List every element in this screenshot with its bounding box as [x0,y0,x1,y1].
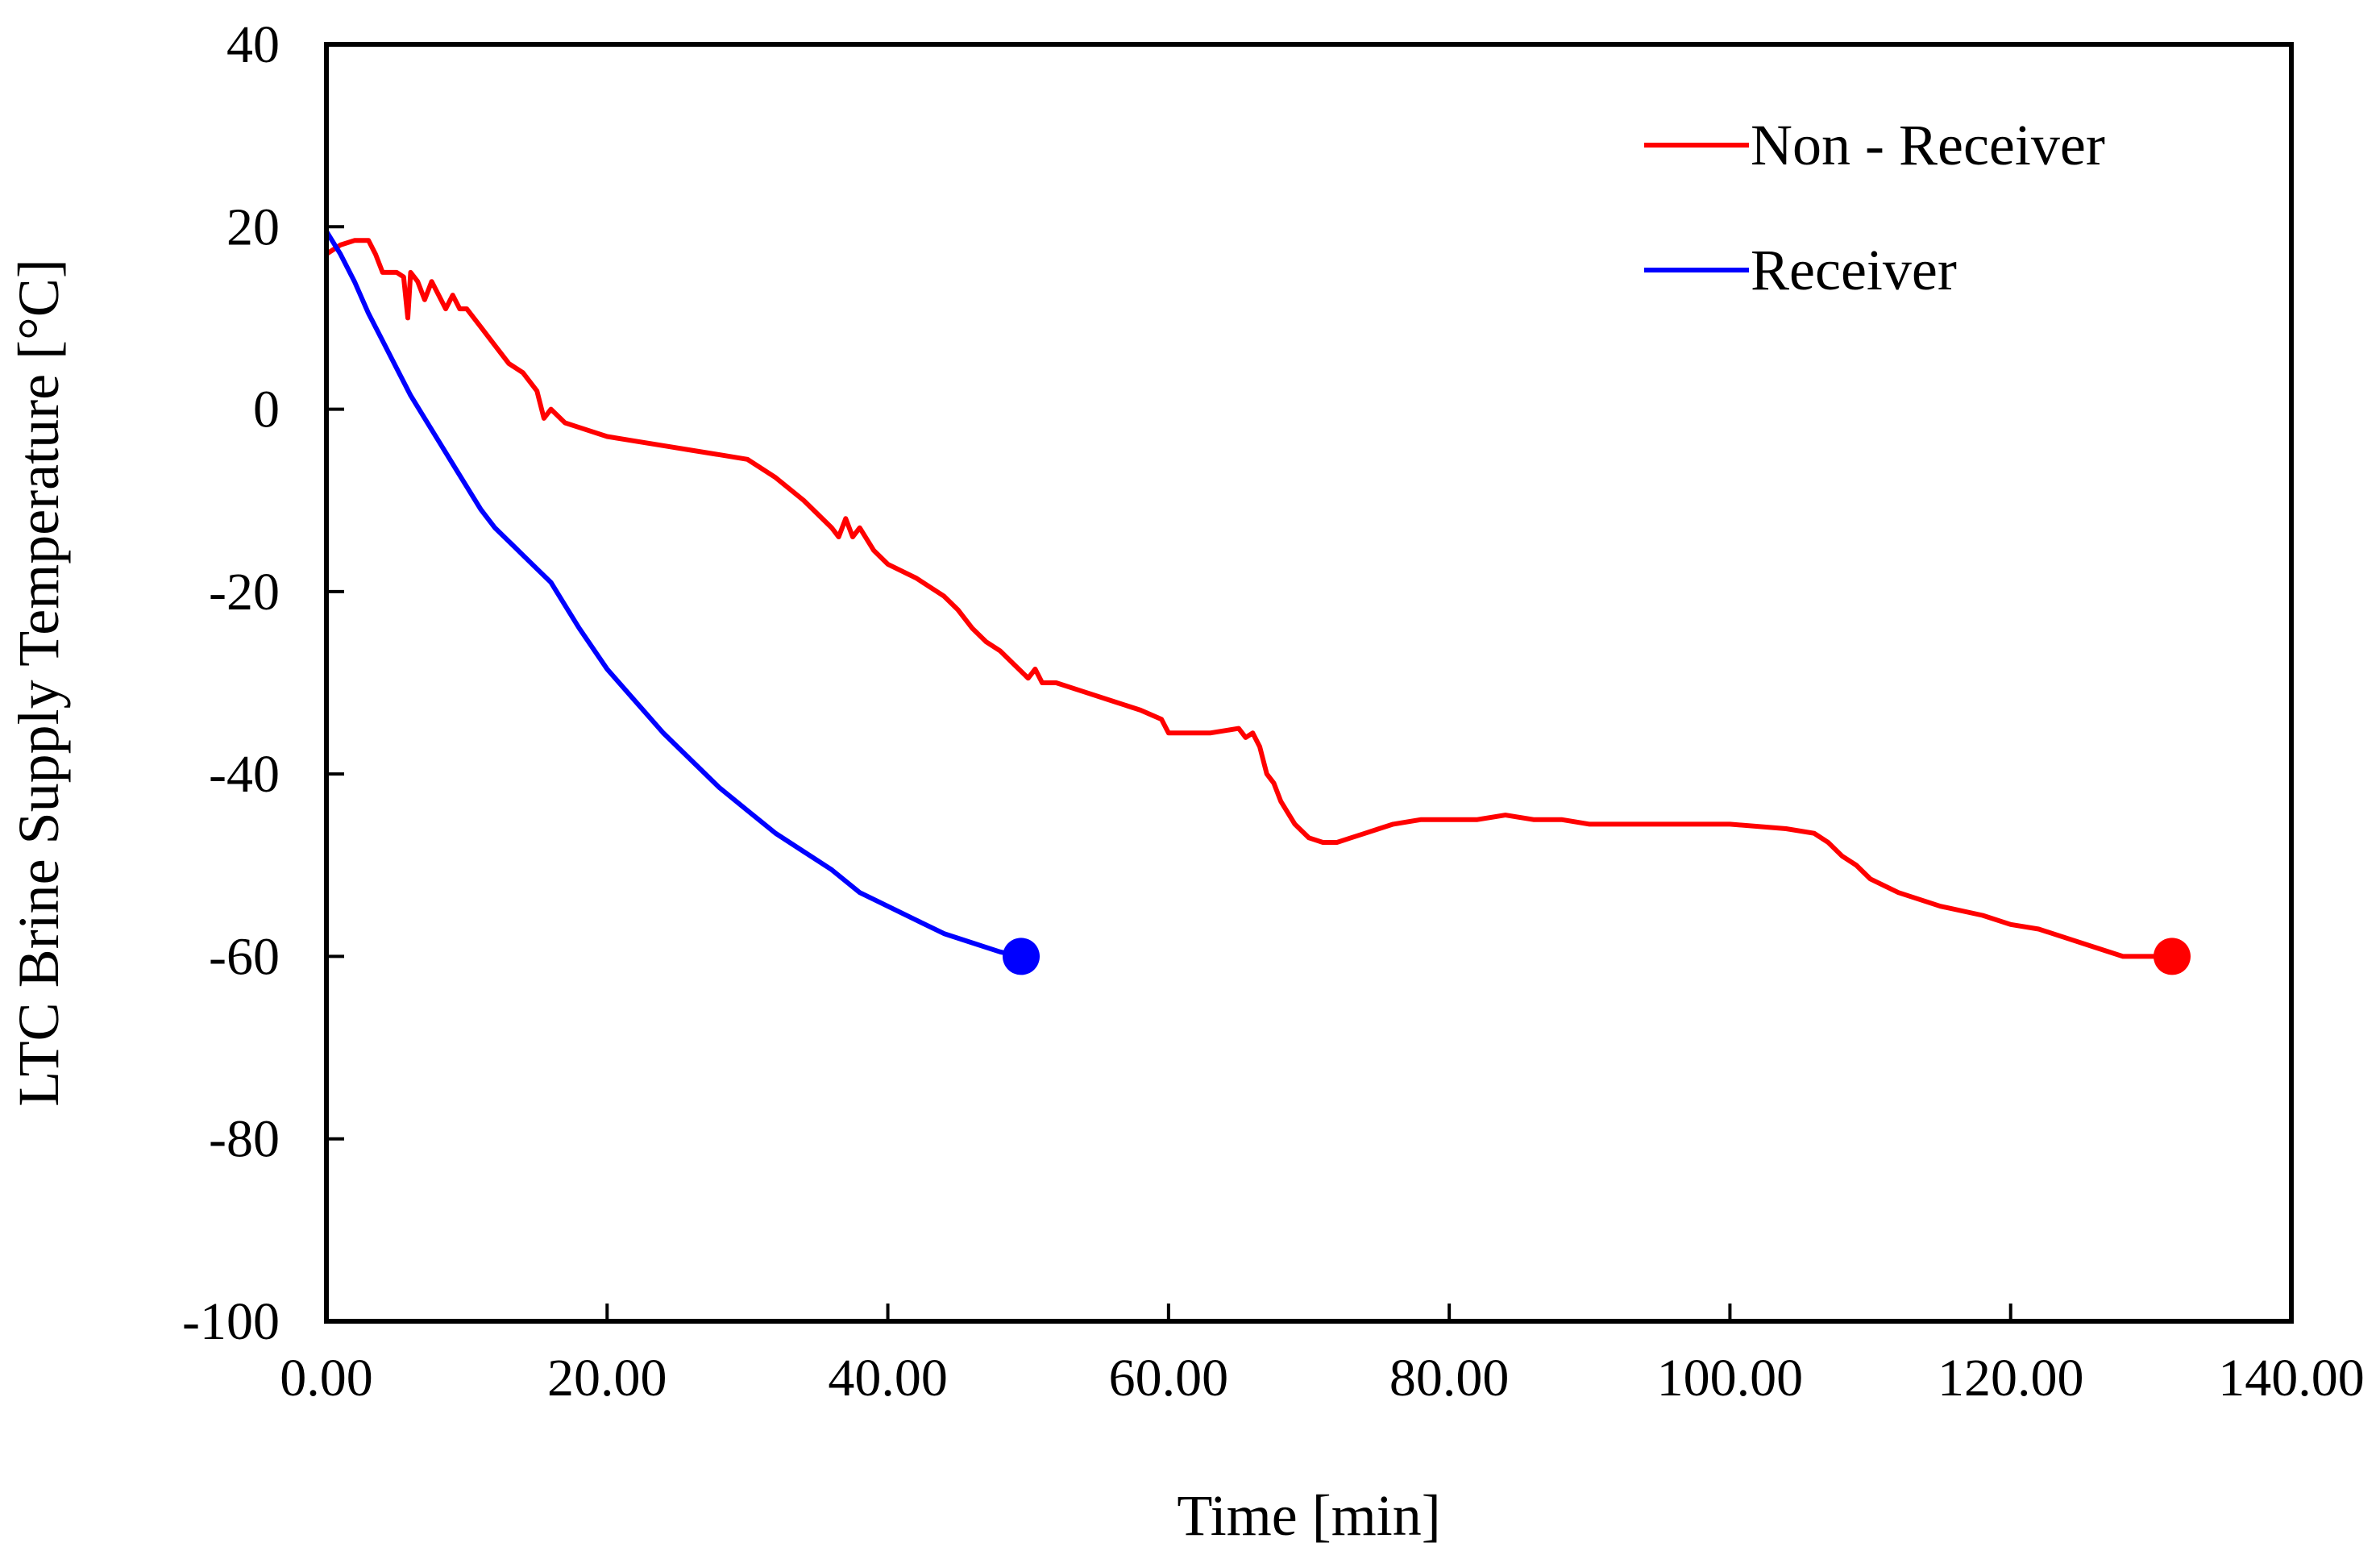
plot-area [324,228,2191,975]
plot-frame [324,42,2294,1324]
y-tick-label: 40 [226,15,280,74]
x-tick-label: 140.00 [2218,1349,2365,1408]
y-tick-label: -60 [209,927,280,986]
x-tick-label: 80.00 [1389,1349,1510,1408]
y-tick-label: 0 [253,380,280,439]
series-end-marker-receiver [1003,938,1040,975]
y-tick-label: -80 [209,1110,280,1169]
y-axis: 40 20 0 -20 -40 -60 -80 -100 [182,15,344,1351]
x-tick-label: 100.00 [1657,1349,1804,1408]
x-tick-label: 40.00 [828,1349,948,1408]
x-axis: 0.00 20.00 40.00 60.00 80.00 100.00 120.00 140.… [280,1304,2365,1408]
x-tick-label: 0.00 [280,1349,373,1408]
series-line-receiver [324,228,1024,959]
legend-label-receiver: Receiver [1751,238,1957,302]
y-tick-label: 20 [226,198,280,256]
x-tick-label: 60.00 [1109,1349,1229,1408]
x-tick-label: 20.00 [547,1349,667,1408]
y-tick-label: -20 [209,563,280,622]
legend: Non - Receiver Receiver [1644,113,2105,302]
legend-label-non-receiver: Non - Receiver [1751,113,2105,177]
x-tick-label: 120.00 [1938,1349,2084,1408]
series-line-non-receiver [324,238,2174,959]
x-axis-title: Time [min] [1177,1483,1440,1548]
y-tick-label: -40 [209,745,280,804]
y-tick-label: -100 [182,1292,280,1351]
y-axis-title: LTC Brine Supply Temperature [°C] [6,259,71,1107]
series-end-marker-non-receiver [2153,938,2191,975]
